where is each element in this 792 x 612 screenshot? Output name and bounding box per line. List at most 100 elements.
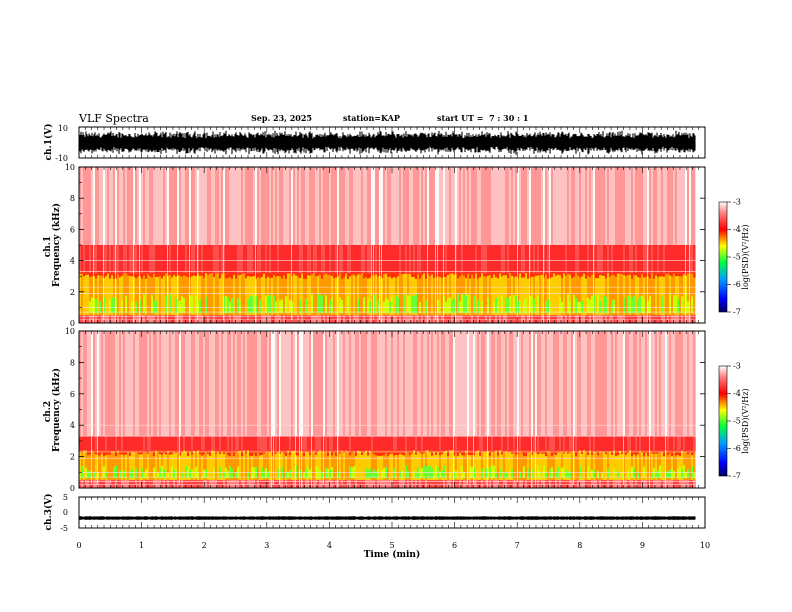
spectrogram-cell-low — [243, 480, 245, 488]
spectrogram-cell-upper — [611, 331, 613, 437]
spectrogram-cell-moderate — [471, 436, 473, 451]
spectrogram-cell-moderate — [151, 436, 153, 451]
spectrogram-cell-moderate — [125, 245, 127, 274]
ch2-spectrogram-image — [79, 331, 705, 488]
spectrogram-cell-moderate — [483, 245, 485, 274]
spectrogram-cell-low — [101, 480, 103, 488]
colorbar-tick-label: -5 — [733, 417, 741, 426]
spectrogram-cell-green — [505, 471, 507, 479]
spectrogram-cell-low — [89, 315, 91, 323]
spectrogram-cell-upper — [429, 331, 431, 437]
spectrogram-cell-upper — [275, 167, 277, 245]
spectrogram-cell-upper — [675, 331, 677, 437]
spectrogram-cell-low — [371, 480, 373, 488]
spectrogram-cell-moderate — [353, 245, 355, 274]
spectrogram-cell-low — [635, 480, 637, 488]
spectrogram-cell-yellow — [533, 276, 535, 316]
spectrogram-cell-moderate — [675, 436, 677, 451]
spectrogram-cell-upper — [305, 331, 307, 437]
spectrogram-cell-yellow — [219, 278, 221, 316]
spectrogram-cell-upper — [425, 167, 427, 245]
spectrogram-cell-yellow — [521, 453, 523, 481]
spectrogram-cell-low — [83, 315, 85, 323]
spectrogram-cell-moderate — [615, 245, 617, 274]
time-tick-label: 6 — [452, 541, 457, 550]
spectrogram-cell-yellow — [281, 278, 283, 316]
spectrogram-cell-yellow — [217, 273, 219, 316]
spectrogram-cell-low — [343, 315, 345, 323]
spectrogram-cell-low — [361, 480, 363, 488]
spectrogram-cell-green — [613, 468, 615, 479]
spectrogram-cell-yellow — [143, 452, 145, 481]
spectrogram-cell-low — [671, 480, 673, 488]
spectrogram-cell-moderate — [87, 245, 89, 274]
spectrogram-cell-low — [613, 480, 615, 488]
spectrogram-cell-green — [325, 295, 327, 314]
spectrogram-cell-upper — [583, 167, 585, 245]
spectrogram-spike — [323, 331, 324, 488]
spectrogram-cell-low — [255, 480, 257, 488]
spectrogram-cell-low — [479, 480, 481, 488]
spectrogram-cell-low — [609, 480, 611, 488]
spectrogram-cell-moderate — [245, 245, 247, 274]
spectrogram-spike — [301, 331, 302, 488]
spectrogram-cell-upper — [521, 331, 523, 437]
spectrogram-cell-yellow — [585, 278, 587, 316]
spectrogram-cell-moderate — [267, 436, 269, 451]
spectrogram-cell-yellow — [291, 451, 293, 481]
spectrogram-cell-green — [377, 299, 379, 314]
spectrogram-cell-low — [259, 480, 261, 488]
spectrogram-cell-low — [241, 315, 243, 323]
spectrogram-cell-low — [315, 315, 317, 323]
spectrogram-cell-moderate — [599, 245, 601, 274]
spectrogram-cell-upper — [285, 167, 287, 245]
spectrogram-cell-yellow — [189, 451, 191, 481]
spectrogram-cell-upper — [591, 331, 593, 437]
spectrogram-cell-low — [429, 315, 431, 323]
spectrogram-cell-moderate — [121, 245, 123, 274]
spectrogram-cell-yellow — [95, 454, 97, 481]
spectrogram-cell-moderate — [595, 245, 597, 274]
spectrogram-cell-upper — [375, 331, 377, 437]
spectrogram-cell-green — [457, 294, 459, 314]
spectrogram-cell-low — [615, 315, 617, 323]
spectrogram-cell-yellow — [275, 276, 277, 316]
spectrogram-cell-moderate — [637, 436, 639, 451]
spectrogram-cell-upper — [465, 167, 467, 245]
spectrogram-cell-moderate — [571, 436, 573, 451]
spectrogram-cell-low — [535, 315, 537, 323]
spectrogram-cell-moderate — [577, 436, 579, 451]
spectrogram-cell-moderate — [671, 245, 673, 274]
spectrogram-cell-moderate — [585, 245, 587, 274]
spectrogram-cell-low — [653, 315, 655, 323]
spectrogram-cell-yellow — [99, 275, 101, 316]
spectrogram-cell-low — [215, 480, 217, 488]
spectrogram-cell-upper — [171, 331, 173, 437]
spectrogram-cell-green — [129, 471, 131, 479]
spectrogram-spike — [381, 167, 382, 323]
spectrogram-cell-upper — [341, 167, 343, 245]
spectrogram-cell-green — [105, 472, 107, 479]
spectrogram-cell-low — [333, 480, 335, 488]
spectrogram-cell-upper — [333, 331, 335, 437]
spectrogram-cell-moderate — [561, 436, 563, 451]
freq-tick-label: 4 — [70, 257, 75, 266]
spectrogram-cell-yellow — [321, 452, 323, 481]
spectrogram-cell-yellow — [645, 276, 647, 316]
spectrogram-cell-green — [95, 299, 97, 314]
spectrogram-cell-yellow — [331, 275, 333, 316]
spectrogram-cell-yellow — [423, 273, 425, 316]
spectrogram-cell-upper — [681, 167, 683, 245]
spectrogram-cell-moderate — [485, 436, 487, 451]
spectrogram-cell-upper — [457, 331, 459, 437]
spectrogram-cell-green — [285, 296, 287, 314]
spectrogram-cell-moderate — [287, 245, 289, 274]
spectrogram-cell-moderate — [481, 245, 483, 274]
spectrogram-cell-upper — [87, 167, 89, 245]
spectrogram-cell-yellow — [479, 277, 481, 316]
spectrogram-cell-green — [425, 300, 427, 314]
spectrogram-cell-upper — [679, 331, 681, 437]
spectrogram-cell-low — [639, 315, 641, 323]
spectrogram-cell-moderate — [161, 245, 163, 274]
spectrogram-cell-low — [673, 315, 675, 323]
